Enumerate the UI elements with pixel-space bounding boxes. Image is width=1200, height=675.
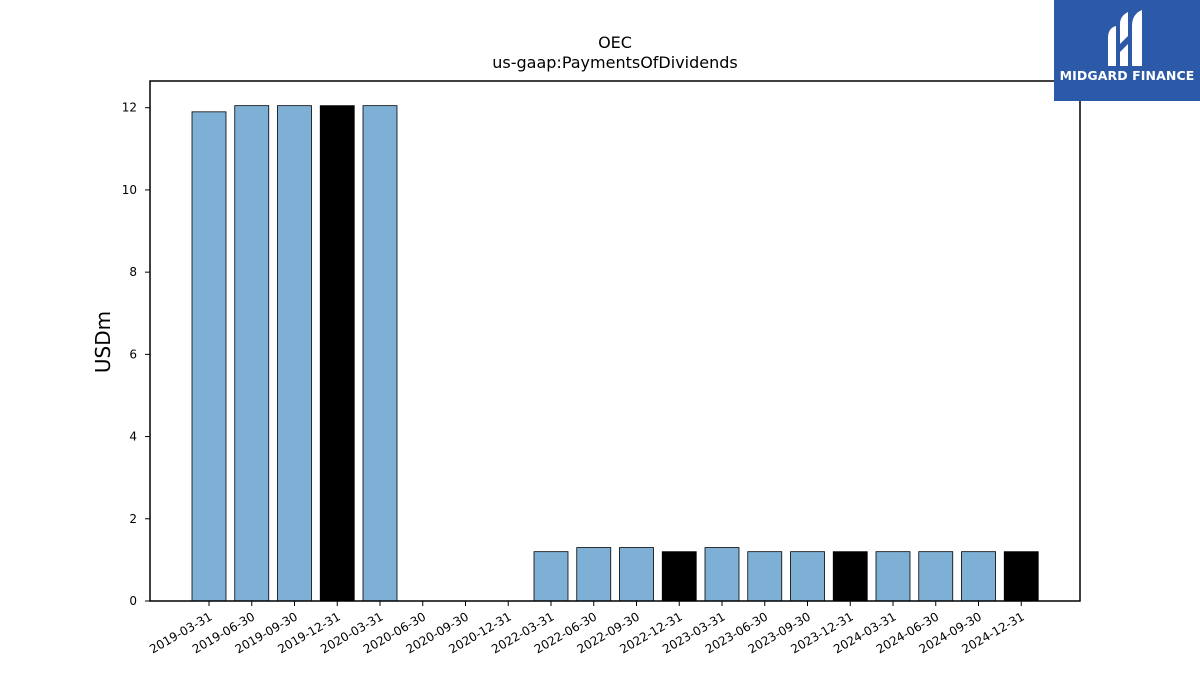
logo-mark-icon [1108,10,1142,66]
y-tick-label: 8 [129,265,137,279]
chart-subtitle: us-gaap:PaymentsOfDividends [492,53,737,72]
y-tick-label: 10 [122,183,137,197]
bar-2022-06-30 [576,547,612,602]
y-tick-label: 2 [129,512,137,526]
y-ticks-group: 0 2 4 6 8 10 12 [122,101,150,608]
bar-2022-09-30 [619,547,654,602]
bar-2023-06-30 [747,551,783,602]
logo-text: MIDGARD FINANCE [1059,68,1195,83]
bar-2023-09-30 [790,551,825,602]
chart-title: OEC [598,33,632,52]
bar-2024-09-30 [961,551,996,602]
bar-2024-03-31 [875,551,911,602]
bar-2022-03-31 [533,551,569,602]
bar-2023-12-31 [832,551,868,602]
bar-2024-12-31 [1003,551,1039,602]
bars-group [191,105,1039,602]
y-tick-label: 4 [129,430,137,444]
bar-2019-09-30 [277,105,312,602]
bar-2024-06-30 [918,551,954,602]
bar-2023-03-31 [704,547,740,602]
y-tick-label: 6 [129,347,137,361]
bar-2022-12-31 [661,551,697,602]
y-tick-label: 12 [122,101,137,115]
y-axis-label: USDm [91,311,115,373]
midgard-finance-logo: MIDGARD FINANCE [1054,0,1200,101]
plot-frame [149,80,1081,602]
bar-2020-03-31 [362,105,398,602]
y-tick-label: 0 [129,594,137,608]
bar-2019-12-31 [319,105,355,602]
bar-2019-03-31 [191,111,227,602]
x-ticks-group: 2019-03-312019-06-302019-09-302019-12-31… [147,601,1027,656]
bar-2019-06-30 [234,105,270,602]
